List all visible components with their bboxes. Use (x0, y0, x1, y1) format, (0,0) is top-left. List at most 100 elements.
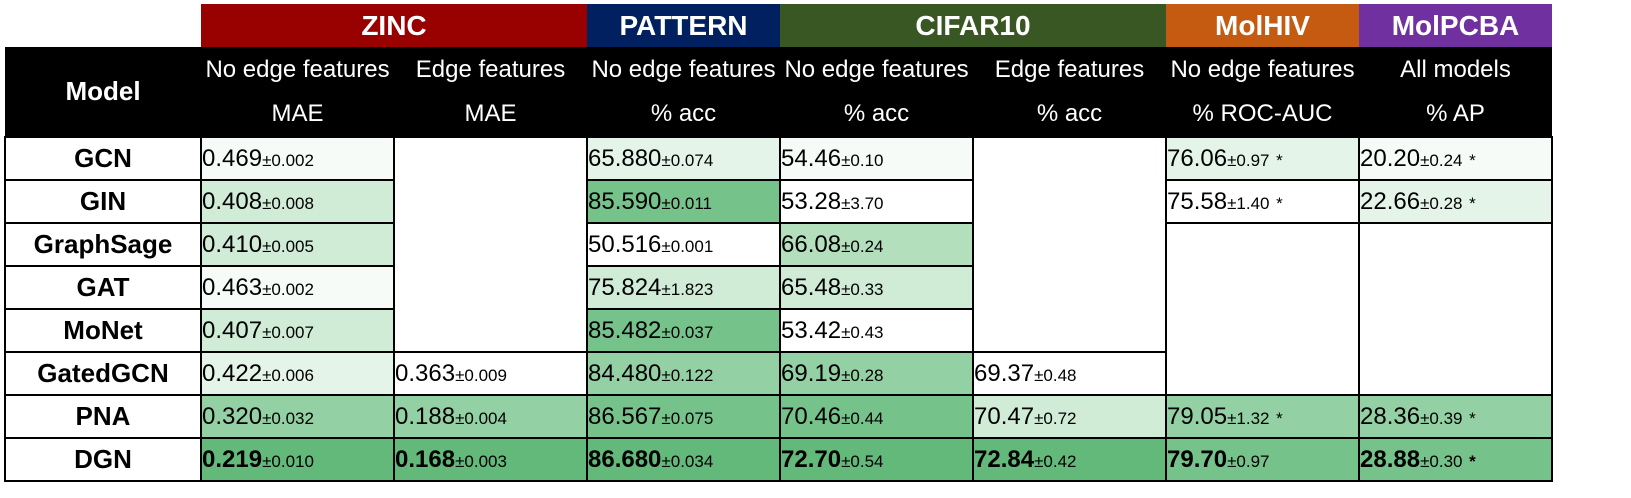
model-name: MoNet (4, 308, 202, 353)
column-metric: % acc (973, 92, 1166, 137)
result-cell: 0.408±0.008 (200, 179, 395, 224)
result-cell: 0.469±0.002 (200, 136, 395, 181)
result-std: ±0.001 (661, 236, 714, 256)
result-cell: 28.88±0.30 * (1358, 437, 1553, 482)
result-value: 28.88 (1360, 445, 1421, 473)
result-value: 70.46 (781, 402, 842, 430)
result-std: ±0.005 (262, 236, 314, 256)
result-cell: 53.28±3.70 (779, 179, 974, 224)
result-star: * (1469, 150, 1476, 170)
result-value: 0.320 (202, 402, 263, 430)
result-cell: 79.05±1.32 * (1165, 394, 1360, 439)
result-std: ±0.002 (262, 279, 314, 299)
result-value: 79.70 (1167, 445, 1228, 473)
result-std: ±0.33 (841, 279, 884, 299)
result-std: ±0.004 (455, 408, 507, 428)
table-row: MoNet 0.407±0.007 85.482±0.037 53.42±0.43 (4, 308, 1552, 353)
result-cell: 0.463±0.002 (200, 265, 395, 310)
column-metric: % acc (587, 92, 780, 137)
model-name: GatedGCN (4, 351, 202, 396)
result-value: 0.422 (202, 359, 263, 387)
result-star: * (1276, 408, 1283, 428)
result-cell: 28.36±0.39 * (1358, 394, 1553, 439)
corner-blank (5, 4, 201, 47)
result-cell: 22.66±0.28 * (1358, 179, 1553, 224)
result-std: ±0.008 (262, 193, 314, 213)
result-cell: 76.06±0.97 * (1165, 136, 1360, 181)
result-value: 86.567 (588, 402, 662, 430)
result-value: 53.42 (781, 316, 842, 344)
result-cell: 65.48±0.33 (779, 265, 974, 310)
result-std: ±0.44 (841, 408, 884, 428)
result-value: 85.482 (588, 316, 662, 344)
model-name: GAT (4, 265, 202, 310)
result-value: 28.36 (1360, 402, 1421, 430)
column-metric: MAE (201, 92, 394, 137)
result-std: ±0.009 (455, 365, 507, 385)
result-cell: 84.480±0.122 (586, 351, 781, 396)
column-subtitle: No edge features (1166, 47, 1359, 92)
result-value: 65.880 (588, 144, 662, 172)
table-row: GraphSage 0.410±0.005 50.516±0.001 66.08±0.… (4, 222, 1553, 396)
column-metric: % AP (1359, 92, 1552, 137)
empty-cell (972, 136, 1167, 353)
result-value: 86.680 (588, 445, 662, 473)
result-cell: 66.08±0.24 (779, 222, 974, 267)
result-cell: 65.880±0.074 (586, 136, 781, 181)
result-std: ±0.006 (262, 365, 314, 385)
result-star: * (1276, 193, 1283, 213)
model-name: GIN (4, 179, 202, 224)
table-row: DGN 0.219±0.010 0.168±0.003 86.680±0.034 72.… (4, 437, 1553, 482)
result-cell: 0.422±0.006 (200, 351, 395, 396)
result-cell: 0.188±0.004 (393, 394, 588, 439)
results-body: GCN 0.469±0.002 65.880±0.074 54.46±0.10 76.0… (4, 136, 1553, 482)
header-subtitle-row: Model No edge features Edge features No … (5, 47, 1552, 137)
result-value: 84.480 (588, 359, 662, 387)
result-std: ±0.075 (661, 408, 714, 428)
result-value: 69.37 (974, 359, 1035, 387)
empty-cell (1165, 222, 1360, 396)
result-cell: 50.516±0.001 (586, 222, 781, 267)
result-cell: 75.58±1.40 * (1165, 179, 1360, 224)
result-std: ±0.002 (262, 150, 314, 170)
dataset-molhiv: MolHIV (1166, 4, 1359, 47)
result-value: 75.824 (588, 273, 662, 301)
result-cell: 70.46±0.44 (779, 394, 974, 439)
model-column-header: Model (5, 47, 201, 137)
result-cell: 0.219±0.010 (200, 437, 395, 482)
result-std: ±1.32 (1227, 408, 1270, 428)
result-std: ±0.48 (1034, 365, 1077, 385)
result-std: ±0.28 (1420, 193, 1463, 213)
model-name: GCN (4, 136, 202, 181)
result-cell: 0.407±0.007 (200, 308, 395, 353)
result-cell: 53.42±0.43 (779, 308, 974, 353)
result-std: ±0.011 (661, 193, 713, 213)
model-name: DGN (4, 437, 202, 482)
column-metric: % acc (780, 92, 973, 137)
result-cell: 20.20±0.24 * (1358, 136, 1553, 181)
result-star: * (1469, 408, 1476, 428)
result-std: ±0.010 (262, 451, 314, 471)
model-name: PNA (4, 394, 202, 439)
column-subtitle: No edge features (587, 47, 780, 92)
result-value: 70.47 (974, 402, 1035, 430)
result-value: 72.84 (974, 445, 1035, 473)
table-row: PNA 0.320±0.032 0.188±0.004 86.567±0.075 70.… (4, 394, 1553, 439)
table-row: GIN 0.408±0.008 85.590±0.011 53.28±3.70 75.5… (4, 179, 1553, 224)
column-metric: % ROC-AUC (1166, 92, 1359, 137)
result-value: 0.463 (202, 273, 263, 301)
dataset-header-row: ZINC PATTERN CIFAR10 MolHIV MolPCBA (5, 4, 1552, 47)
result-std: ±0.39 (1420, 408, 1463, 428)
result-cell: 85.482±0.037 (586, 308, 781, 353)
result-std: ±0.43 (841, 322, 884, 342)
result-cell: 75.824±1.823 (586, 265, 781, 310)
result-std: ±0.24 (841, 236, 884, 256)
result-value: 20.20 (1360, 144, 1421, 172)
result-std: ±0.032 (262, 408, 314, 428)
result-value: 76.06 (1167, 144, 1228, 172)
model-name: GraphSage (4, 222, 202, 267)
table-row: GAT 0.463±0.002 75.824±1.823 65.48±0.33 (4, 265, 1552, 310)
result-value: 0.469 (202, 144, 263, 172)
result-std: ±3.70 (841, 193, 884, 213)
result-value: 0.188 (395, 402, 456, 430)
